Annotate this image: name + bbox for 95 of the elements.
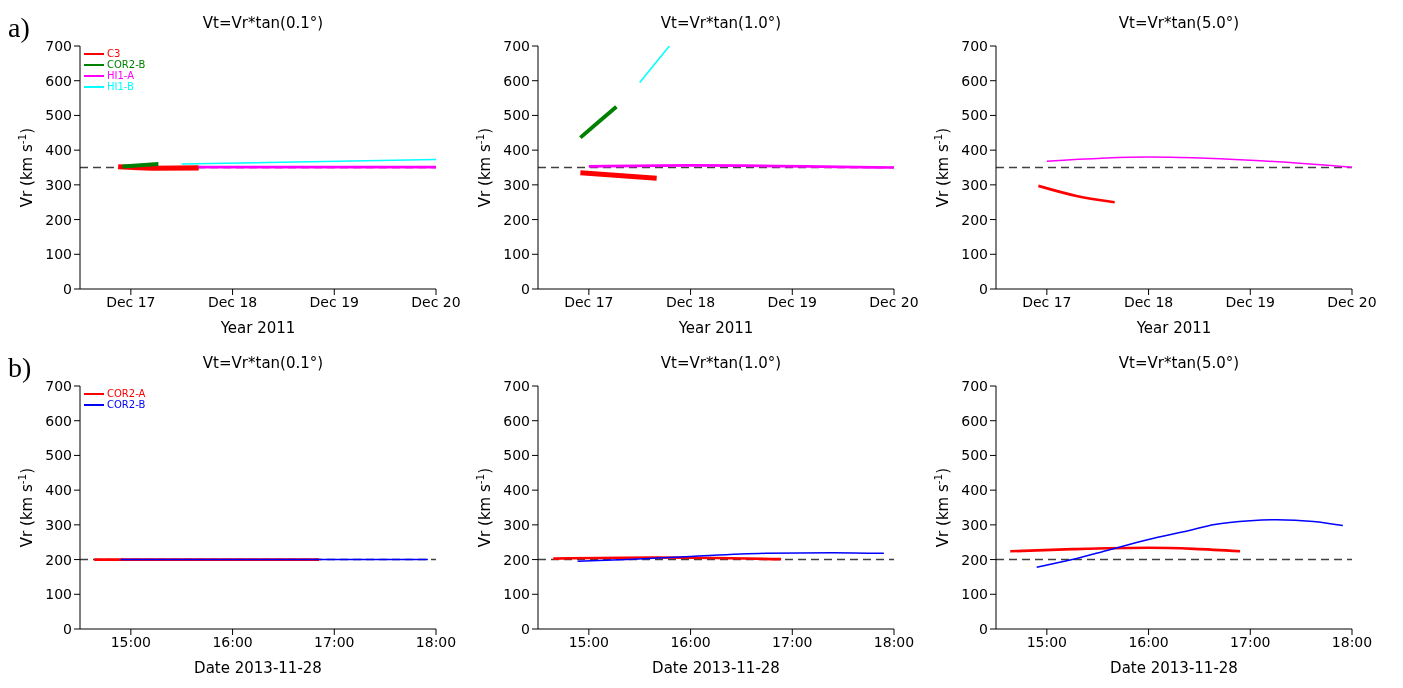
legend-label: C3 [107, 48, 121, 59]
y-tick-label: 100 [45, 246, 72, 263]
y-tick-label: 0 [979, 620, 988, 637]
x-tick-label: Dec 18 [665, 293, 716, 310]
y-tick-label: 100 [45, 586, 72, 603]
y-tick-label: 600 [45, 412, 72, 429]
y-tick-label: 0 [63, 620, 72, 637]
line-series [1046, 156, 1352, 168]
x-tick-label: Dec 19 [767, 293, 817, 310]
chart-title: Vt=Vr*tan(1.0°) [659, 353, 783, 374]
chart-title: Vt=Vr*tan(5.0°) [1117, 353, 1241, 374]
y-tick-label: 700 [503, 37, 530, 54]
line-series [576, 551, 885, 563]
y-tick-label: 500 [45, 447, 72, 464]
y-tick-label: 600 [503, 72, 530, 89]
y-tick-label: 600 [45, 72, 72, 89]
y-tick-label: 500 [45, 107, 72, 124]
y-tick-label: 300 [503, 176, 530, 193]
y-tick-label: 700 [961, 37, 988, 54]
x-tick-label: Dec 17 [1022, 293, 1072, 310]
y-tick-label: 0 [521, 620, 530, 637]
x-axis-title: Date 2013-11-28 [1110, 659, 1238, 677]
y-tick-label: 400 [45, 142, 72, 159]
y-tick-label: 600 [961, 72, 988, 89]
y-tick-label: 400 [503, 142, 530, 159]
x-axis-title: Date 2013-11-28 [652, 659, 780, 677]
legend-label: HI1-B [107, 81, 134, 92]
y-tick-label: 400 [45, 482, 72, 499]
x-tick-label: 15:00 [110, 633, 152, 650]
x-tick-label: 18:00 [415, 633, 457, 650]
x-axis-title: Date 2013-11-28 [194, 659, 322, 677]
y-tick-label: 0 [521, 280, 530, 297]
x-tick-label: Dec 20 [411, 293, 461, 310]
x-tick-label: 18:00 [1331, 633, 1373, 650]
x-tick-label: 17:00 [1230, 633, 1271, 650]
y-tick-label: 200 [45, 551, 72, 568]
legend-label: COR2-A [107, 388, 146, 399]
y-tick-label: 100 [503, 246, 530, 263]
x-tick-label: 17:00 [772, 633, 813, 650]
y-tick-label: 100 [503, 586, 530, 603]
legend-label: HI1-A [107, 70, 135, 81]
x-tick-label: 18:00 [873, 633, 915, 650]
y-tick-label: 300 [961, 176, 988, 193]
chart-title: Vt=Vr*tan(5.0°) [1117, 13, 1241, 34]
y-tick-label: 400 [961, 142, 988, 159]
y-tick-label: 600 [961, 412, 988, 429]
x-tick-label: Dec 20 [1327, 293, 1377, 310]
x-tick-label: 17:00 [314, 633, 355, 650]
chart-title: Vt=Vr*tan(0.1°) [202, 14, 324, 32]
y-tick-label: 0 [63, 280, 72, 297]
y-tick-label: 200 [961, 551, 988, 568]
y-tick-label: 700 [961, 377, 988, 394]
x-tick-label: Dec 19 [309, 293, 359, 310]
legend-label: COR2-B [107, 59, 146, 70]
legend-label: COR2-B [107, 399, 146, 410]
y-tick-label: 100 [961, 246, 988, 263]
x-tick-label: 16:00 [212, 633, 253, 650]
y-tick-label: 200 [503, 211, 530, 228]
x-axis-title: Year 2011 [219, 319, 296, 337]
y-tick-label: 300 [503, 516, 530, 533]
y-tick-label: 200 [961, 211, 988, 228]
y-tick-label: 500 [961, 447, 988, 464]
y-tick-label: 300 [45, 176, 72, 193]
x-tick-label: Dec 17 [564, 293, 614, 310]
text: b) [8, 352, 32, 384]
x-tick-label: 15:00 [1026, 633, 1068, 650]
y-tick-label: 600 [503, 412, 530, 429]
y-tick-label: 700 [45, 377, 72, 394]
y-tick-label: 200 [45, 211, 72, 228]
x-tick-label: Dec 17 [106, 293, 156, 310]
x-tick-label: Dec 18 [1123, 293, 1174, 310]
y-tick-label: 500 [503, 447, 530, 464]
x-tick-label: Dec 19 [1225, 293, 1275, 310]
x-tick-label: Dec 20 [869, 293, 919, 310]
y-tick-label: 500 [961, 107, 988, 124]
y-tick-label: 700 [503, 377, 530, 394]
x-axis-title: Year 2011 [1135, 319, 1212, 337]
x-tick-label: 16:00 [1128, 633, 1169, 650]
x-axis-title: Year 2011 [677, 319, 754, 337]
x-tick-label: 15:00 [568, 633, 610, 650]
x-tick-label: 16:00 [670, 633, 711, 650]
y-tick-label: 400 [503, 482, 530, 499]
x-tick-label: Dec 18 [207, 293, 258, 310]
y-tick-label: 100 [961, 586, 988, 603]
chart-title: Vt=Vr*tan(1.0°) [659, 13, 783, 34]
text: a) [8, 12, 30, 44]
y-tick-label: 300 [961, 516, 988, 533]
y-tick-label: 0 [979, 280, 988, 297]
y-tick-label: 300 [45, 516, 72, 533]
line-series [1035, 518, 1344, 568]
y-tick-label: 400 [961, 482, 988, 499]
chart-title: Vt=Vr*tan(0.1°) [202, 354, 324, 372]
y-tick-label: 700 [45, 37, 72, 54]
y-tick-label: 200 [503, 551, 530, 568]
y-tick-label: 500 [503, 107, 530, 124]
